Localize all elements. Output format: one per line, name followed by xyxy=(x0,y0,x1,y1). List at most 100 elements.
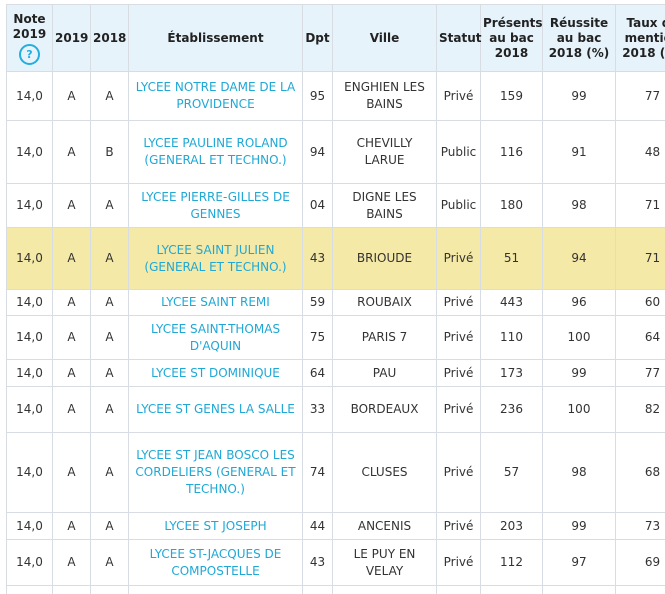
cell-etablissement: LYCEE PIERRE-GILLES DE GENNES xyxy=(128,183,303,228)
cell-etablissement: LYCEE ST GENES LA SALLE xyxy=(128,386,303,433)
school-link[interactable]: LYCEE SAINT REMI xyxy=(161,295,270,309)
cell-note: 14,0 xyxy=(6,512,53,540)
cell-etablissement: LYCEE SAINT JULIEN (GENERAL ET TECHNO.) xyxy=(128,227,303,290)
cell-rank-2019: A xyxy=(52,359,91,387)
cell-note: 14,0 xyxy=(6,315,53,360)
cell-dpt: 75 xyxy=(302,315,333,360)
cell-rank-2019: A xyxy=(52,512,91,540)
cell-note: 14,0 xyxy=(6,432,53,513)
help-icon[interactable]: ? xyxy=(19,43,40,65)
cell-presents: 159 xyxy=(480,71,543,121)
cell-statut: Privé xyxy=(436,359,481,387)
table-row: 14,0 A A LYCEE SAINT REMI 59 ROUBAIX Pri… xyxy=(6,289,665,316)
cell-mention: 60 xyxy=(615,289,665,316)
cell-note: 14,0 xyxy=(6,71,53,121)
table-row: 14,0 A A LYCEE SAINT-THOMAS D'AQUIN 75 P… xyxy=(6,315,665,360)
school-link[interactable]: LYCEE ST-JACQUES DE COMPOSTELLE xyxy=(149,546,282,578)
cell-dpt: 94 xyxy=(302,120,333,184)
cell-mention: 69 xyxy=(615,539,665,586)
cell-note: 14,0 xyxy=(6,539,53,586)
cell-mention: 77 xyxy=(615,71,665,121)
cell-presents: 173 xyxy=(480,359,543,387)
cell-dpt: 59 xyxy=(302,289,333,316)
cell-etablissement: LYCEE PAULINE ROLAND (GENERAL ET TECHNO.… xyxy=(128,120,303,184)
cell-mention: 48 xyxy=(615,120,665,184)
school-link[interactable]: LYCEE ST GENES LA SALLE xyxy=(136,402,295,416)
cell-mention: 71 xyxy=(615,183,665,228)
header-presents: Présents au bac 2018 xyxy=(480,4,543,72)
cell-mention: 77 xyxy=(615,359,665,387)
cell-ville: PARIS 7 xyxy=(332,315,437,360)
cell-rank-2019: A xyxy=(52,432,91,513)
cell-dpt: 43 xyxy=(302,227,333,290)
cell-reussite: 99 xyxy=(542,359,616,387)
school-link[interactable]: LYCEE SAINT-THOMAS D'AQUIN xyxy=(150,321,281,353)
header-statut: Statut xyxy=(436,4,482,72)
cell-mention: 82 xyxy=(615,386,665,433)
cell-rank-2018: B xyxy=(90,120,129,184)
cell-presents: 203 xyxy=(480,512,543,540)
cell-rank-2019: A xyxy=(52,386,91,433)
school-link[interactable]: LYCEE PIERRE-GILLES DE GENNES xyxy=(141,189,290,221)
table-row: 14,0 A A LYCEE ST JEAN BOSCO LES CORDELI… xyxy=(6,432,665,513)
cell-dpt: 64 xyxy=(302,359,333,387)
cell-dpt: 43 xyxy=(302,539,333,586)
cell-note: 14,0 xyxy=(6,359,53,387)
table-row: 14,0 A A LYCEE PIERRE-GILLES DE GENNES 0… xyxy=(6,183,665,228)
table-row-highlighted: 14,0 A A LYCEE SAINT JULIEN (GENERAL ET … xyxy=(6,227,665,290)
cell-statut: Public xyxy=(436,120,481,184)
cell-ville: PAU xyxy=(332,359,437,387)
school-link[interactable]: LYCEE ST DOMINIQUE xyxy=(151,365,280,380)
header-2018: 2018 xyxy=(90,4,129,72)
school-link[interactable]: LYCEE PAULINE ROLAND (GENERAL ET TECHNO.… xyxy=(143,136,288,167)
table-row: 14,0 A A LYCEE ST JOSEPH 44 ANCENIS Priv… xyxy=(6,512,665,540)
header-reussite: Réussite au bac 2018 (%) xyxy=(542,4,616,72)
school-link[interactable]: LYCEE SAINT JULIEN (GENERAL ET TECHNO.) xyxy=(144,242,287,274)
cell-ville: ENGHIEN LES BAINS xyxy=(332,71,437,121)
cell-ville: BORDEAUX xyxy=(332,386,437,433)
cell-etablissement: LYCEE ST JOSEPH xyxy=(128,512,303,540)
cell-statut: Privé xyxy=(436,539,481,586)
ranking-table: Note 2019 ? 2019 2018 Établissement Dpt … xyxy=(6,4,665,594)
cell-rank-2018: A xyxy=(90,432,129,513)
cell-presents: 116 xyxy=(480,120,543,184)
table-row: 14,0 A A LYCEE ST DOMINIQUE 64 PAU Privé… xyxy=(6,359,665,387)
cell-statut: Public xyxy=(436,183,481,228)
cell-ville: LE PUY EN VELAY xyxy=(332,539,437,586)
cell-rank-2019: A xyxy=(52,120,91,184)
cell-ville: ANCENIS xyxy=(332,512,437,540)
cell-rank-2018: A xyxy=(90,386,129,433)
school-link[interactable]: LYCEE NOTRE DAME DE LA PROVIDENCE xyxy=(135,80,296,111)
header-mention: Taux de mention 2018 (%) xyxy=(615,4,665,72)
cell-etablissement: LYCEE ST JEAN BOSCO LES CORDELIERS (GENE… xyxy=(128,432,303,513)
cell-presents: 112 xyxy=(480,539,543,586)
cell-presents: 110 xyxy=(480,315,543,360)
cell-reussite: 100 xyxy=(542,386,616,433)
cell-mention: 68 xyxy=(615,432,665,513)
cell-dpt: 04 xyxy=(302,183,333,228)
cell-statut: Privé xyxy=(436,315,481,360)
cell-etablissement: LYCEE NOTRE DAME DE LA PROVIDENCE xyxy=(128,71,303,121)
cell-reussite: 91 xyxy=(542,120,616,184)
cell-dpt: 44 xyxy=(302,512,333,540)
cell-rank-2018: A xyxy=(90,315,129,360)
cell-reussite: 96 xyxy=(542,289,616,316)
header-row: Note 2019 ? 2019 2018 Établissement Dpt … xyxy=(6,4,665,72)
cell-dpt: 33 xyxy=(302,386,333,433)
cell-reussite: 99 xyxy=(542,71,616,121)
school-link[interactable]: LYCEE ST JEAN BOSCO LES CORDELIERS (GENE… xyxy=(135,448,296,496)
school-link[interactable]: LYCEE ST JOSEPH xyxy=(164,518,267,533)
cell-statut: Privé xyxy=(436,227,481,290)
cell-etablissement: LYCEE ST DOMINIQUE xyxy=(128,359,303,387)
cell-statut: Privé xyxy=(436,512,481,540)
cell-ville: ROUBAIX xyxy=(332,289,437,316)
cell-reussite: 100 xyxy=(542,315,616,360)
table-row: 14,0 A A LYCEE NOTRE DAME DE LA PROVIDEN… xyxy=(6,71,665,121)
cell-rank-2018: A xyxy=(90,512,129,540)
cell-note: 14,0 xyxy=(6,227,53,290)
cell-reussite: 97 xyxy=(542,539,616,586)
cell-rank-2018: A xyxy=(90,71,129,121)
cell-statut: Privé xyxy=(436,432,481,513)
table-row: 14,0 A A LYCEE ST-JACQUES DE COMPOSTELLE… xyxy=(6,539,665,586)
